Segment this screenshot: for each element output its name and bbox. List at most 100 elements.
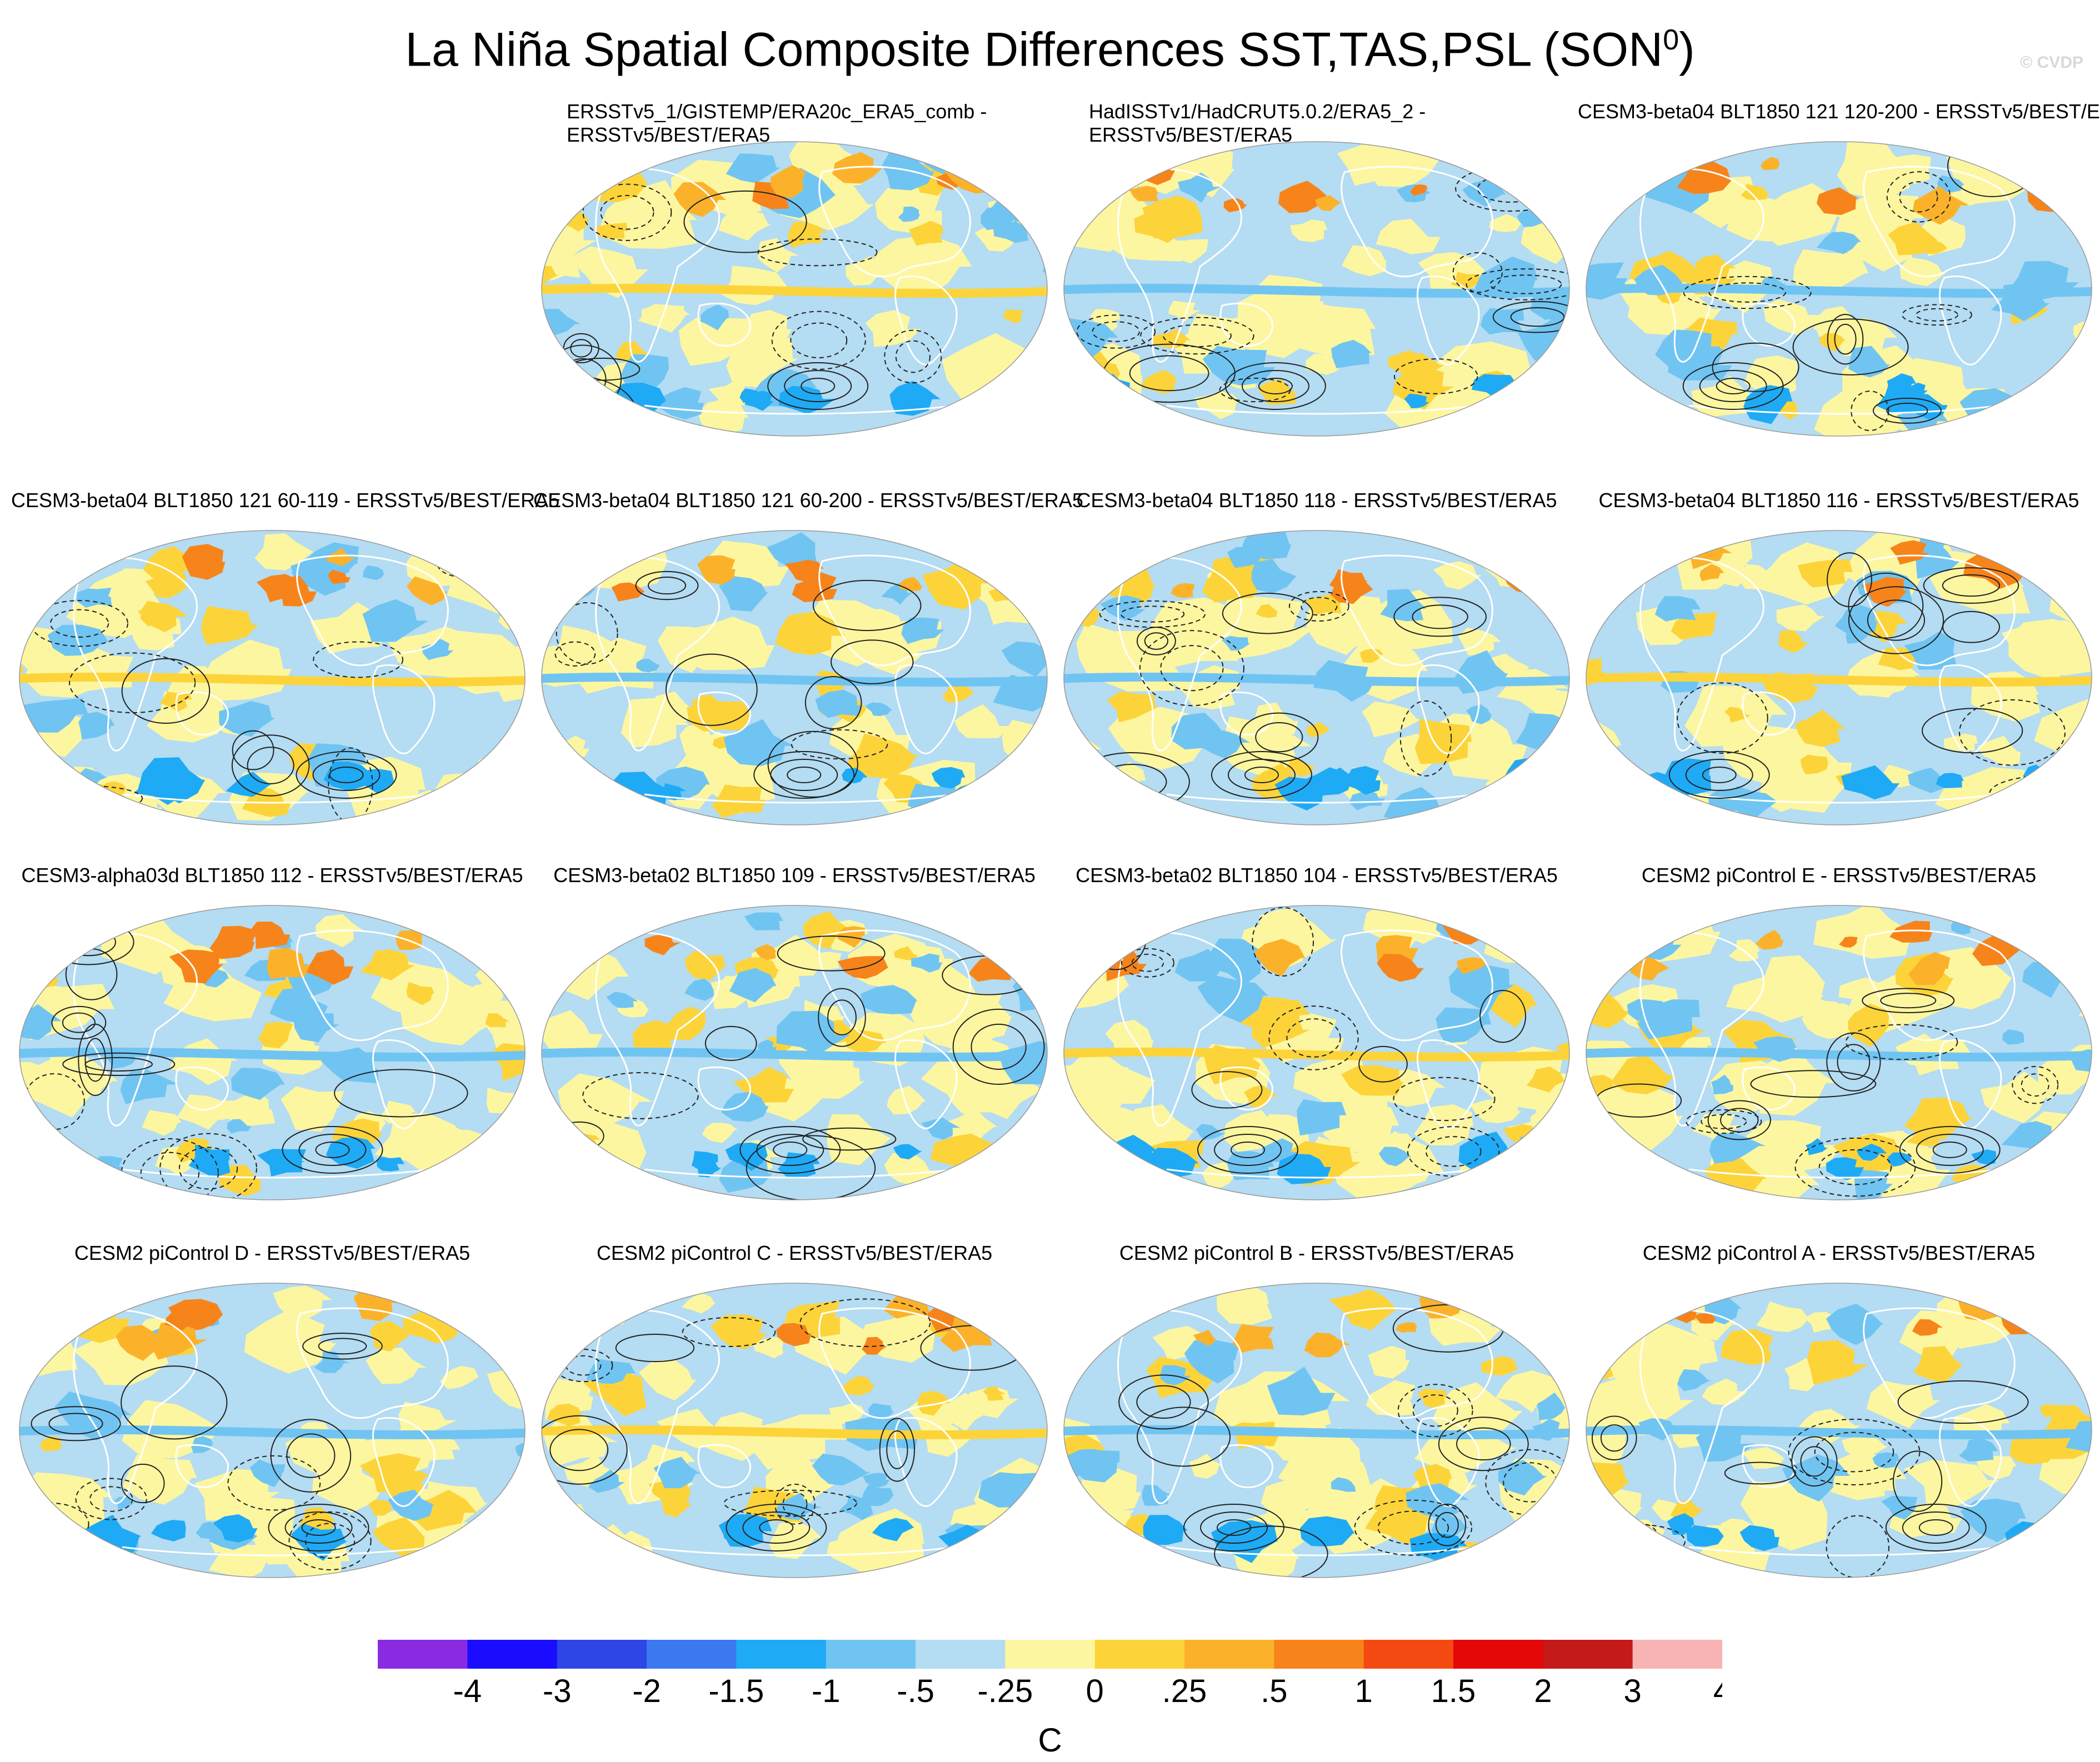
colorbar-swatch (1094, 1640, 1185, 1669)
coastline (818, 554, 971, 667)
map-outline (19, 1283, 526, 1578)
psl-contour (1288, 590, 1349, 622)
anomaly-patch (1254, 939, 1306, 977)
psl-contour (227, 1455, 321, 1511)
anomaly-patch (1143, 1515, 1188, 1545)
psl-contour (1136, 627, 1176, 655)
psl-contour (1479, 989, 1527, 1043)
anomaly-patch (887, 1085, 927, 1115)
equatorial-band (1064, 283, 1569, 298)
anomaly-patch (1289, 219, 1328, 243)
equatorial-band (1064, 1047, 1569, 1062)
anomaly-patch (1954, 1404, 2010, 1438)
anomaly-patch (884, 1153, 941, 1186)
map-outline (1586, 905, 2092, 1200)
coastline (1219, 302, 1273, 347)
psl-contour (121, 1138, 219, 1200)
anomaly-patch (255, 1315, 333, 1366)
coastline (818, 166, 971, 278)
anomaly-patch (169, 949, 223, 984)
psl-contour (1121, 948, 1174, 978)
anomaly-patch (803, 910, 853, 950)
anomaly-patch (1359, 649, 1384, 663)
anomaly-patch (325, 548, 356, 566)
anomaly-patch (1907, 767, 1943, 793)
panel-title: ERSSTv5_1/GISTEMP/ERA20c_ERA5_comb - ERSS… (567, 100, 1056, 147)
coastline (296, 1307, 449, 1419)
anomaly-patch (1586, 1359, 1694, 1436)
colorbar-tick-label: -.25 (977, 1673, 1033, 1709)
anomaly-patch (201, 605, 258, 645)
psl-contour (1397, 1384, 1473, 1438)
psl-contour (1435, 1511, 1459, 1538)
anomaly-patch (1331, 1477, 1356, 1492)
anomaly-patch (981, 206, 1014, 231)
psl-contour (121, 1365, 228, 1440)
anomaly-patch (61, 1532, 86, 1546)
psl-contour (1862, 988, 1955, 1013)
anomaly-patch (1784, 1358, 1830, 1391)
anomaly-patch (752, 181, 789, 209)
map-outline (1063, 141, 1570, 437)
equatorial-band (19, 1047, 525, 1062)
anomaly-patch (542, 1514, 565, 1548)
psl-contour (1412, 604, 1468, 629)
anomaly-patch (1748, 542, 1852, 605)
psl-contour (1837, 1044, 1871, 1080)
psl-contour (1708, 282, 1786, 303)
robinson-map (19, 530, 526, 825)
anomaly-patch (1468, 404, 1507, 429)
anomaly-patch (1848, 346, 1891, 378)
equatorial-band (542, 283, 1047, 298)
anomaly-patch (954, 704, 1012, 739)
psl-contour (1701, 1114, 1747, 1129)
anomaly-patch (1033, 206, 1047, 234)
robinson-map (1586, 141, 2092, 437)
psl-contour (1699, 370, 1767, 402)
anomaly-patch (1623, 1322, 1647, 1338)
anomaly-patch (1105, 1019, 1154, 1057)
anomaly-patch (1881, 1495, 1918, 1520)
anomaly-patch (1232, 1533, 1300, 1578)
anomaly-patch (1196, 1124, 1226, 1140)
anomaly-patch (1193, 1329, 1216, 1346)
anomaly-patch (1075, 155, 1118, 179)
map-outline (1063, 905, 1570, 1200)
anomaly-patch (557, 1073, 653, 1129)
anomaly-patch (681, 1293, 716, 1314)
panel-title: CESM3-beta04 BLT1850 121 60-119 - ERSSTv… (11, 489, 560, 512)
psl-contour (1591, 1415, 1637, 1460)
anomaly-patch (1838, 977, 1888, 1007)
coastline (1688, 1546, 2001, 1556)
psl-contour (1902, 304, 1972, 326)
anomaly-patch (1806, 1138, 1828, 1155)
anomaly-patch (1936, 773, 1964, 788)
anomaly-patch (1064, 1478, 1080, 1504)
panel-title: CESM2 piControl C - ERSSTv5/BEST/ERA5 (596, 1242, 993, 1264)
anomaly-patch (1921, 241, 1948, 254)
coastline (1863, 554, 2016, 667)
anomaly-patch (1778, 630, 1809, 653)
anomaly-patch (829, 1403, 866, 1426)
anomaly-patch (1816, 232, 1862, 254)
anomaly-patch (1171, 583, 1195, 598)
coastline (644, 1168, 956, 1179)
coastline (1416, 1416, 1480, 1507)
coastline (175, 1066, 229, 1111)
anomaly-patch (846, 733, 918, 779)
anomaly-patch (662, 1494, 692, 1518)
anomaly-patch (542, 530, 599, 578)
map-outline (1063, 1283, 1570, 1578)
anomaly-patch (983, 1386, 1006, 1401)
coastline (818, 929, 971, 1042)
anomaly-patch (827, 1535, 874, 1564)
anomaly-patch (498, 602, 525, 630)
colorbar-swatch (467, 1640, 558, 1669)
psl-contour (1412, 1394, 1458, 1427)
anomaly-patch (594, 222, 628, 239)
psl-contour (1227, 759, 1296, 791)
coastline (644, 793, 956, 804)
anomaly-patch (1627, 282, 1712, 336)
anomaly-patch (1908, 952, 1951, 985)
anomaly-patch (1662, 758, 1712, 796)
